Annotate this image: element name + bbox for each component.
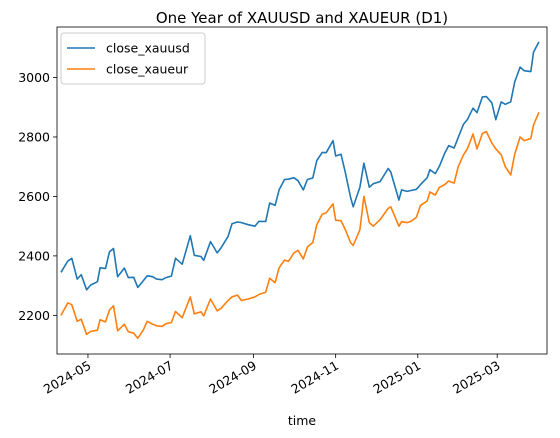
x-tick-label: 2024-09 <box>206 358 259 397</box>
x-tick-label: 2024-11 <box>288 358 341 397</box>
x-tick-label: 2024-05 <box>41 358 94 397</box>
x-tick-label: 2025-01 <box>371 358 424 397</box>
y-axis: 2200 2400 2600 2800 3000 <box>18 70 57 323</box>
legend-box <box>60 32 206 85</box>
series-line-close_xauusd <box>60 41 540 291</box>
y-tick-label: 2400 <box>18 248 50 263</box>
x-tick-label: 2025-03 <box>450 358 503 397</box>
legend-label-close_xaueur: close_xaueur <box>106 62 189 77</box>
plot-frame <box>56 26 548 355</box>
chart-title: One Year of XAUUSD and XAUEUR (D1) <box>156 9 448 27</box>
x-axis: 2024-05 2024-07 2024-09 2024-11 2025-01 2025-… <box>41 354 503 397</box>
y-tick-label: 2600 <box>18 189 50 204</box>
legend-label-close_xauusd: close_xauusd <box>106 41 190 56</box>
x-axis-label: time <box>288 413 317 428</box>
legend: close_xauusd close_xaueur <box>60 32 206 85</box>
y-tick-label: 3000 <box>18 70 50 85</box>
series-line-close_xaueur <box>60 111 540 339</box>
x-tick-label: 2024-07 <box>123 358 176 397</box>
plot-area <box>60 41 540 339</box>
y-tick-label: 2800 <box>18 129 50 144</box>
y-tick-label: 2200 <box>18 308 50 323</box>
